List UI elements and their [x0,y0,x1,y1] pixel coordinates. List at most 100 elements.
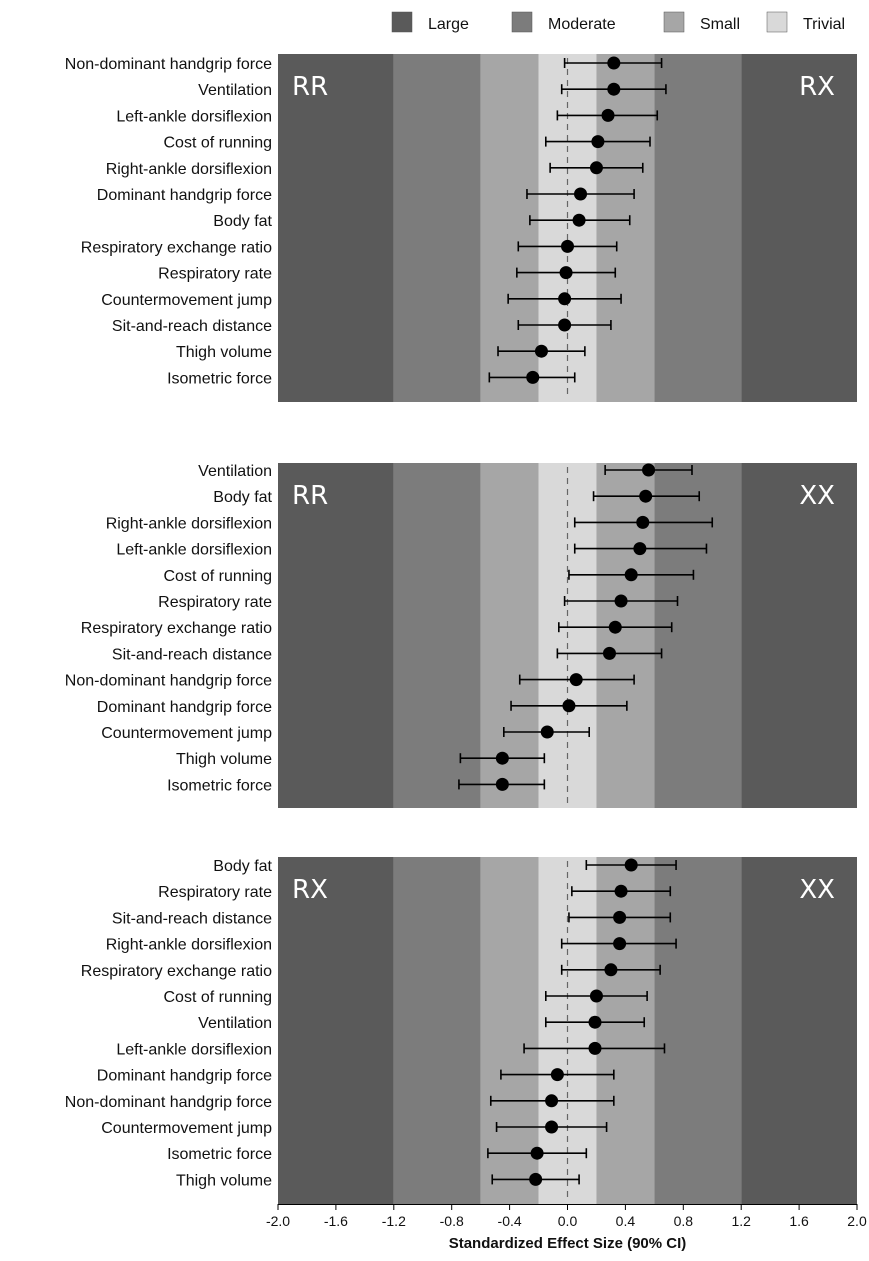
row-label: Isometric force [167,1146,272,1163]
legend-swatch-large [391,11,413,33]
point-estimate [572,213,586,227]
row-label: Dominant handgrip force [97,699,272,716]
row-label: Respiratory exchange ratio [81,620,272,637]
row-label: Body fat [213,213,272,230]
point-estimate [604,963,618,977]
point-estimate [607,82,621,96]
zone-large-6 [741,857,857,1204]
row-label: Left-ankle dorsiflexion [116,108,272,125]
point-estimate [633,542,647,556]
left-group-label: RR [292,481,328,511]
x-axis: -2.0 -1.6 -1.2 -0.8 -0.4 0.0 0.4 0.8 1.2 1.6 2.0 St… [266,1204,867,1252]
zone-small-4 [596,463,655,808]
legend-label-trivial: Trivial [803,16,845,33]
point-estimate [495,751,509,765]
point-estimate [613,910,627,924]
x-tick-label: 0.0 [558,1213,578,1229]
point-estimate [588,1041,602,1055]
point-estimate [529,1172,543,1186]
point-estimate [569,673,583,687]
row-label: Body fat [213,858,272,875]
zone-small-2 [480,54,539,402]
point-estimate [545,1094,559,1108]
point-estimate [558,292,572,306]
row-label: Countermovement jump [101,725,272,742]
row-label: Ventilation [198,463,272,480]
legend-label-moderate: Moderate [548,16,616,33]
point-estimate [558,318,572,332]
row-label: Respiratory rate [158,594,272,611]
right-group-label: RX [799,72,835,102]
zone-large-6 [741,54,857,402]
point-estimate [642,463,656,477]
x-tick-label: 1.2 [731,1213,751,1229]
legend-label-large: Large [428,16,469,33]
x-tick-label: -1.2 [382,1213,406,1229]
point-estimate [608,620,622,634]
left-group-label: RR [292,72,328,102]
point-estimate [530,1146,544,1160]
legend-label-small: Small [700,16,740,33]
point-estimate [636,515,650,529]
point-estimate [614,884,628,898]
legend-swatch-trivial [766,11,788,33]
zone-large-0 [278,857,394,1204]
point-estimate [559,266,573,280]
point-estimate [602,646,616,660]
point-estimate [545,1120,559,1134]
point-estimate [639,489,653,503]
point-estimate [574,187,588,201]
x-tick-label: -2.0 [266,1213,290,1229]
row-label: Cost of running [163,135,272,152]
row-label: Sit-and-reach distance [112,910,272,927]
point-estimate [607,56,621,70]
point-estimate [534,344,548,358]
row-label: Thigh volume [176,344,272,361]
left-group-label: RX [292,875,328,905]
zone-moderate-1 [393,54,481,402]
legend-swatch-small [663,11,685,33]
x-tick-label: 2.0 [847,1213,867,1229]
point-estimate [614,594,628,608]
zone-large-0 [278,54,394,402]
point-estimate [550,1068,564,1082]
x-tick-label: -0.4 [498,1213,522,1229]
row-label: Body fat [213,489,272,506]
point-estimate [589,989,603,1003]
row-label: Dominant handgrip force [97,187,272,204]
zone-small-4 [596,857,655,1204]
row-label: Countermovement jump [101,1120,272,1137]
point-estimate [561,239,574,253]
row-label: Respiratory rate [158,266,272,283]
row-label: Non-dominant handgrip force [65,673,272,690]
panel-2: RR XX Ventilation Body fat Right-ankle dorsi… [65,463,857,808]
right-group-label: XX [799,481,835,511]
row-label: Ventilation [198,1015,272,1032]
zone-large-0 [278,463,394,808]
point-estimate [540,725,554,739]
row-label: Ventilation [198,82,272,99]
x-tick-label: 0.4 [616,1213,636,1229]
zone-moderate-5 [654,857,742,1204]
point-estimate [589,161,603,175]
x-tick-label: 1.6 [789,1213,809,1229]
point-estimate [495,777,509,791]
x-tick-label: -0.8 [440,1213,464,1229]
point-estimate [588,1015,602,1029]
zone-moderate-5 [654,463,742,808]
zone-small-2 [480,463,539,808]
point-estimate [526,370,540,384]
point-estimate [624,858,638,872]
row-label: Isometric force [167,777,272,794]
row-label: Respiratory exchange ratio [81,239,272,256]
panel-3: RX XX Body fat Respiratory rate Sit-and-reac… [65,857,867,1252]
row-label: Respiratory exchange ratio [81,963,272,980]
row-label: Left-ankle dorsiflexion [116,1041,272,1058]
point-estimate [601,108,615,122]
row-label: Isometric force [167,370,272,387]
row-label: Right-ankle dorsiflexion [106,515,272,532]
row-label: Non-dominant handgrip force [65,56,272,73]
row-label: Right-ankle dorsiflexion [106,937,272,954]
row-label: Dominant handgrip force [97,1068,272,1085]
